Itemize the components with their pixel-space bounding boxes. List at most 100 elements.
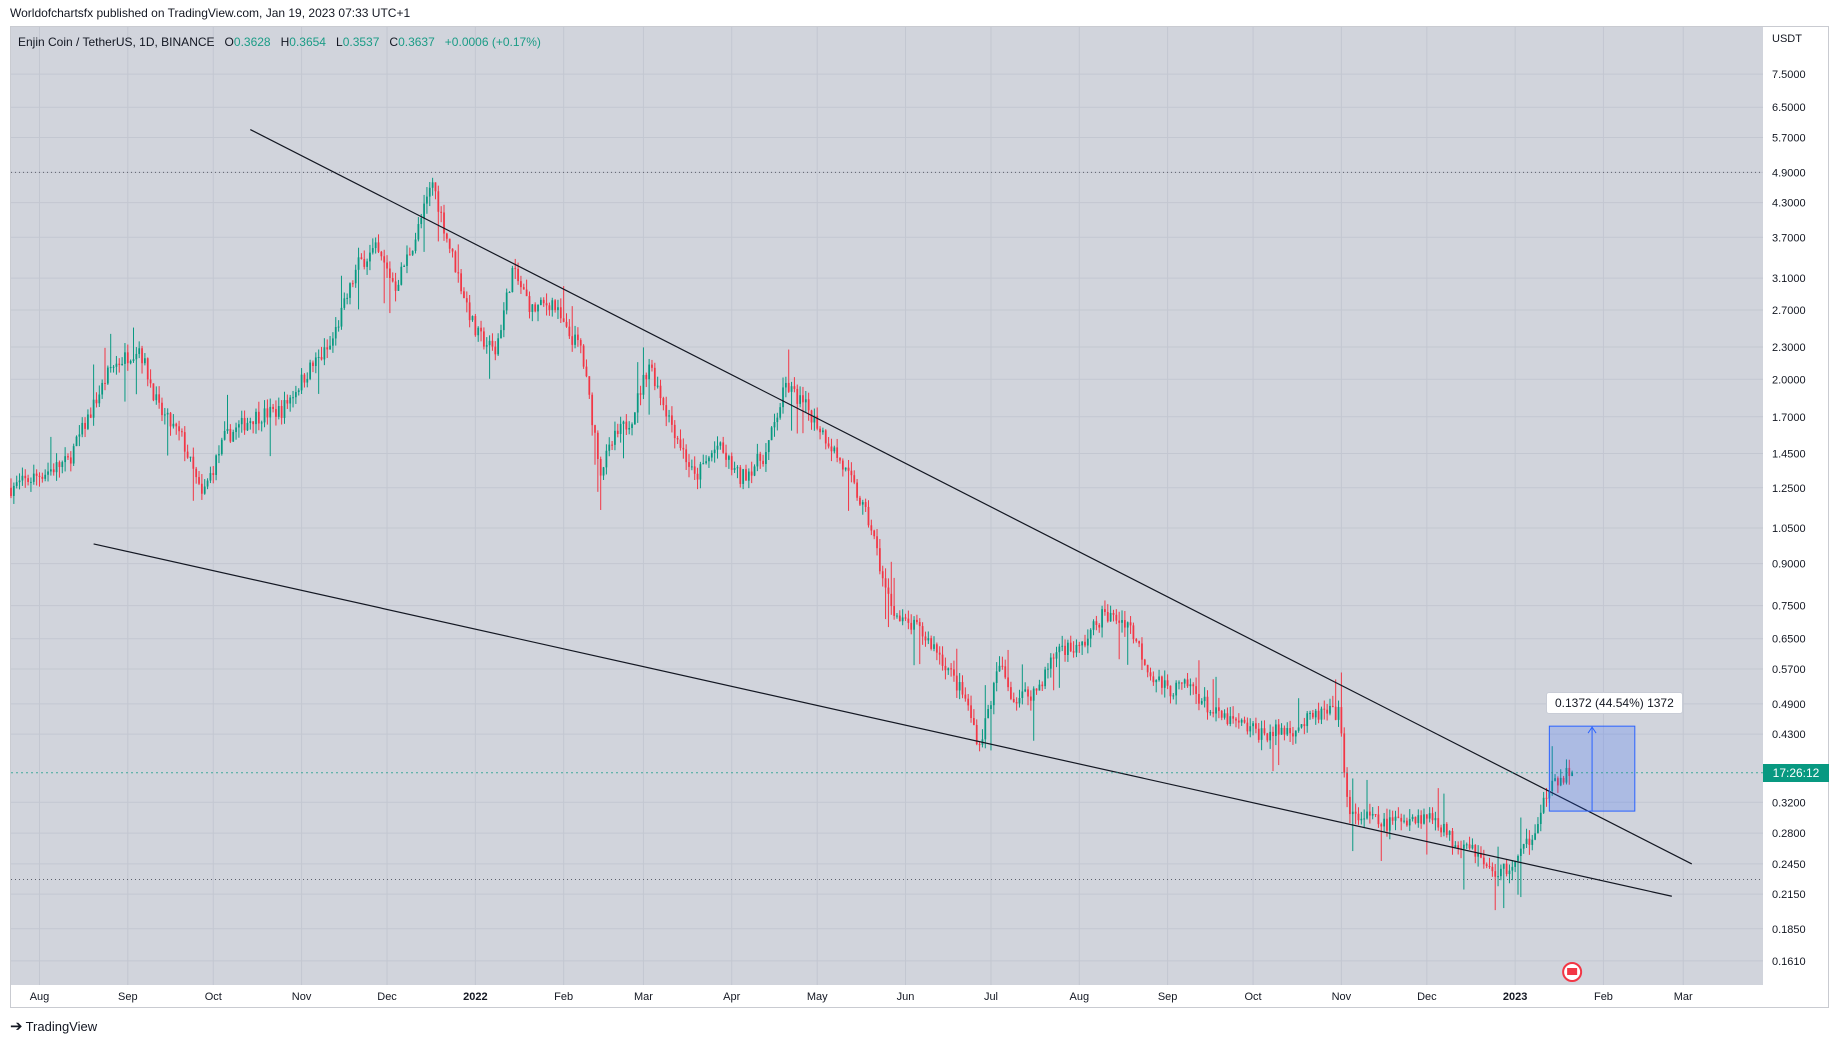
candle-body — [69, 457, 72, 464]
candle-body — [1038, 684, 1041, 691]
plot-background[interactable] — [11, 27, 1763, 985]
candle-body — [149, 379, 152, 384]
candle-body — [158, 394, 161, 403]
candle-body — [1012, 698, 1015, 703]
candle-body — [98, 394, 101, 404]
candle-body — [1317, 710, 1320, 720]
candle-body — [767, 440, 770, 453]
candle-body — [1220, 710, 1223, 718]
chart-frame[interactable] — [10, 26, 1829, 1008]
candle-body — [1032, 688, 1035, 701]
candle-body — [548, 305, 551, 311]
candle-body — [1112, 612, 1115, 615]
candle-body — [893, 606, 896, 616]
candle-body — [588, 376, 591, 395]
y-tick-label: 2.3000 — [1772, 342, 1806, 354]
candle-body — [1195, 686, 1197, 694]
candle-body — [1360, 818, 1363, 821]
y-tick-label: 6.5000 — [1772, 102, 1806, 114]
candle-body — [1437, 818, 1440, 828]
candle-body — [138, 348, 141, 354]
candle-body — [1534, 833, 1536, 840]
candle-body — [505, 292, 508, 311]
candle-body — [1417, 815, 1420, 824]
symbol-info: Enjin Coin / TetherUS, 1D, BINANCE O0.36… — [18, 35, 541, 49]
candle-body — [1212, 712, 1215, 714]
candle-body — [779, 407, 782, 418]
candle-body — [463, 291, 465, 299]
candle-body — [471, 316, 474, 321]
candle-body — [810, 410, 813, 423]
candle-body — [1064, 645, 1066, 655]
candle-body — [844, 467, 847, 470]
bar-countdown: 17:26:12 — [1763, 763, 1829, 782]
candle-body — [870, 525, 873, 531]
candle-body — [1089, 629, 1092, 639]
candle-body — [554, 300, 557, 311]
candle-body — [394, 281, 397, 291]
candle-body — [426, 196, 428, 204]
candle-body — [417, 224, 420, 240]
candle-body — [725, 452, 727, 460]
upper-trendline[interactable] — [250, 129, 1693, 865]
candle-body — [1480, 853, 1482, 858]
candle-body — [457, 272, 460, 274]
candle-body — [1340, 707, 1343, 734]
candle-body — [1052, 657, 1055, 659]
brand[interactable]: ➔ TradingView — [10, 1017, 97, 1035]
candle-body — [608, 444, 611, 451]
x-tick-label: Mar — [634, 991, 653, 1003]
candle-body — [1545, 797, 1548, 799]
y-tick-label: 1.4500 — [1772, 448, 1806, 460]
candle-body — [1306, 713, 1309, 727]
candle-body — [1223, 713, 1226, 718]
candle-body — [1049, 657, 1052, 669]
candle-body — [445, 233, 448, 239]
candle-body — [212, 473, 215, 475]
candle-body — [1349, 796, 1351, 815]
candle-body — [1280, 727, 1283, 735]
candle-body — [115, 363, 118, 367]
candle-body — [702, 463, 705, 465]
candle-body — [64, 456, 67, 463]
candle-body — [1346, 772, 1348, 797]
measure-label[interactable]: 0.1372 (44.54%) 1372 — [1546, 692, 1683, 714]
candle-body — [1537, 823, 1539, 834]
candle-body — [514, 267, 517, 269]
candle-body — [1388, 817, 1391, 831]
candle-body — [662, 398, 665, 406]
candle-body — [1246, 722, 1249, 732]
candle-body — [183, 432, 186, 452]
x-tick-label: Oct — [1245, 991, 1262, 1003]
candle-body — [12, 485, 15, 496]
candle-body — [1400, 817, 1403, 822]
candle-body — [30, 481, 32, 483]
candle-body — [682, 447, 685, 450]
candle-body — [753, 466, 756, 476]
candle-body — [15, 482, 18, 486]
candle-body — [565, 321, 568, 327]
candle-body — [537, 304, 539, 312]
candle-body — [938, 652, 941, 655]
candle-body — [326, 347, 329, 350]
candle-body — [1047, 668, 1049, 670]
candle-body — [596, 432, 599, 460]
candle-body — [1007, 677, 1009, 688]
candle-body — [668, 415, 670, 417]
candle-body — [804, 399, 807, 403]
symbol-name[interactable]: Enjin Coin / TetherUS, 1D, BINANCE — [18, 35, 215, 49]
candle-body — [890, 593, 893, 607]
candle-body — [454, 251, 457, 273]
x-tick-label: Jun — [897, 991, 915, 1003]
low-value: 0.3537 — [342, 35, 380, 49]
candle-body — [1565, 767, 1568, 783]
candle-body — [181, 431, 183, 433]
candle-body — [1445, 823, 1448, 835]
candle-body — [696, 473, 699, 480]
candle-body — [1363, 818, 1366, 820]
candle-body — [651, 364, 653, 368]
candle-body — [1235, 718, 1237, 721]
lower-trendline[interactable] — [93, 543, 1672, 897]
candle-body — [605, 450, 608, 468]
